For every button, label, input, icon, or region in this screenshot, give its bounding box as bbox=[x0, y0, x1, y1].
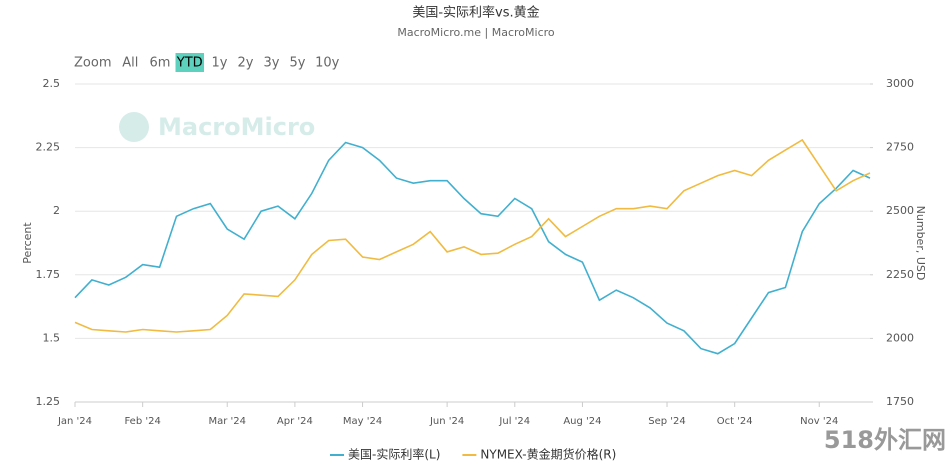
zoom-label: Zoom bbox=[74, 56, 111, 71]
range-button[interactable]: 10y bbox=[315, 56, 340, 71]
y2-tick-label: 1750 bbox=[886, 395, 914, 408]
x-tick-label: May '24 bbox=[343, 416, 382, 427]
range-button[interactable]: 6m bbox=[150, 56, 171, 71]
x-tick-label: Nov '24 bbox=[800, 416, 838, 427]
x-tick-label: Feb '24 bbox=[124, 416, 160, 427]
x-tick-label: Sep '24 bbox=[648, 416, 686, 427]
y2-tick-label: 3000 bbox=[886, 77, 914, 90]
range-button-label[interactable]: 6m bbox=[150, 56, 171, 71]
legend-item[interactable]: 美国-实际利率(L) bbox=[330, 447, 440, 462]
range-button-label[interactable]: 3y bbox=[264, 56, 280, 71]
chart-title: 美国-实际利率vs.黄金 bbox=[412, 5, 539, 21]
range-button[interactable]: All bbox=[122, 56, 138, 71]
x-tick-label: Aug '24 bbox=[563, 416, 601, 427]
x-tick-label: Jun '24 bbox=[429, 416, 464, 427]
y2-axis-title: Number, USD bbox=[914, 206, 927, 281]
range-button-label[interactable]: 1y bbox=[212, 56, 228, 71]
y-tick-label: 1.75 bbox=[36, 268, 61, 281]
x-tick-label: Jan '24 bbox=[57, 416, 92, 427]
legend-label: 美国-实际利率(L) bbox=[348, 447, 440, 462]
y-tick-label: 2.25 bbox=[36, 141, 61, 154]
x-tick-label: Apr '24 bbox=[277, 416, 313, 427]
y-tick-label: 2 bbox=[53, 204, 60, 217]
range-button[interactable]: 2y bbox=[238, 56, 254, 71]
y-tick-label: 1.5 bbox=[43, 331, 61, 344]
y2-tick-label: 2500 bbox=[886, 204, 914, 217]
y-tick-label: 1.25 bbox=[36, 395, 61, 408]
y2-tick-label: 2000 bbox=[886, 331, 914, 344]
series-line bbox=[74, 138, 871, 333]
x-tick-label: Oct '24 bbox=[717, 416, 753, 427]
x-tick-label: Mar '24 bbox=[208, 416, 246, 427]
chart-subtitle: MacroMicro.me | MacroMicro bbox=[397, 26, 555, 39]
range-button-label[interactable]: 10y bbox=[315, 56, 340, 71]
y2-tick-label: 2250 bbox=[886, 268, 914, 281]
range-button-label[interactable]: YTD bbox=[176, 56, 203, 71]
range-button[interactable]: 1y bbox=[212, 56, 228, 71]
range-button-label[interactable]: 2y bbox=[238, 56, 254, 71]
range-button-label[interactable]: All bbox=[122, 56, 138, 71]
range-button-label[interactable]: 5y bbox=[290, 56, 306, 71]
range-button[interactable]: 3y bbox=[264, 56, 280, 71]
range-button[interactable]: 5y bbox=[290, 56, 306, 71]
y-tick-label: 2.5 bbox=[43, 77, 61, 90]
legend-label: NYMEX-黄金期货价格(R) bbox=[480, 447, 616, 462]
x-tick-label: Jul '24 bbox=[498, 416, 530, 427]
legend-item[interactable]: NYMEX-黄金期货价格(R) bbox=[462, 447, 616, 462]
y-axis-title: Percent bbox=[21, 222, 34, 264]
watermark-logo bbox=[119, 112, 149, 142]
corner-watermark: 518外汇网 bbox=[824, 426, 946, 454]
range-button-bg bbox=[175, 53, 204, 72]
series-line bbox=[74, 141, 871, 355]
range-button[interactable]: YTD bbox=[175, 53, 205, 72]
watermark: MacroMicro bbox=[158, 113, 315, 141]
y2-tick-label: 2750 bbox=[886, 141, 914, 154]
